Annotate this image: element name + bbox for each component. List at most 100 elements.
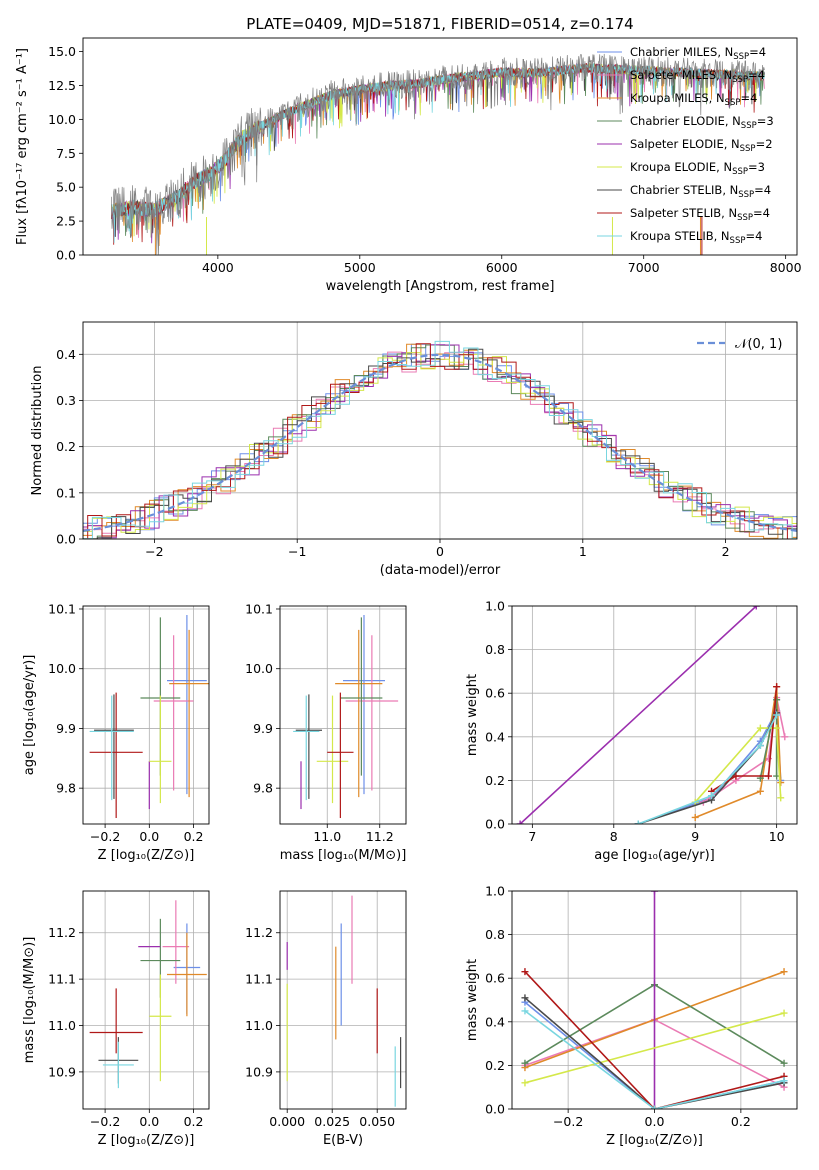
weight-marker <box>756 742 764 750</box>
x-tick-label: 5000 <box>344 260 376 275</box>
weight-series-6 <box>524 997 785 1109</box>
y-axis-label: Normed distribution <box>30 366 45 496</box>
weight-marker <box>765 772 772 780</box>
y-tick-label: 10.0 <box>245 661 273 676</box>
x-tick-label: −2 <box>145 544 163 559</box>
x-tick-label: −0.2 <box>90 829 120 844</box>
spectrum-axes: 4000 5000 6000 7000 8000 0.0 2.5 5.0 7.5 10.0 12.5… <box>15 44 802 294</box>
legend-entry-8: Kroupa STELIB, NSSP=4 <box>630 229 762 246</box>
residuals-axes: −2 −1 0 1 2 0.0 0.1 0.2 0.3 0.4 (data-model)/error… <box>30 322 797 578</box>
axes-frame <box>82 890 210 1110</box>
weight-marker <box>752 606 760 610</box>
legend-model-name: Salpeter ELODIE, N <box>630 137 740 151</box>
legend-nssp: =4 <box>753 206 770 220</box>
y-tick-label: 0.3 <box>56 393 76 408</box>
weight-marker <box>773 683 781 691</box>
mass-vs-z-points <box>89 900 207 1089</box>
legend-entry-5: Kroupa ELODIE, NSSP=3 <box>630 160 765 177</box>
y-tick-label: 9.8 <box>253 781 273 796</box>
axes-frame <box>511 890 798 1110</box>
legend-nssp: =4 <box>740 91 757 105</box>
y-tick-label: 7.5 <box>56 146 76 161</box>
y-tick-label: 10.9 <box>245 1064 273 1079</box>
mass-vs-z-axes: −0.2 0.0 0.2 10.9 11.0 11.1 11.2 Z [log₁₀(Z/Z⊙)… <box>22 891 209 1148</box>
y-tick-label: 10.0 <box>48 112 76 127</box>
y-tick-label: 10.9 <box>48 1064 76 1079</box>
legend-ssp-subscript: SSP <box>732 167 748 177</box>
y-tick-label: 0.0 <box>485 817 505 832</box>
legend-ssp-subscript: SSP <box>741 121 757 131</box>
legend-entry-6: Chabrier STELIB, NSSP=4 <box>630 183 771 200</box>
legend-nssp: =4 <box>745 229 762 243</box>
weight-series-8 <box>524 1010 785 1109</box>
age-vs-z-axes: −0.2 0.0 0.2 9.8 9.9 10.0 10.1 Z [log₁₀(Z/Z⊙)] a… <box>22 601 209 863</box>
x-axis-label: Z [log₁₀(Z/Z⊙)] <box>98 848 195 863</box>
legend-nssp: =4 <box>748 68 765 82</box>
weight-marker <box>516 820 524 824</box>
legend-entry-1: Salpeter MILES, NSSP=4 <box>630 68 765 85</box>
x-tick-label: 0.025 <box>314 1114 350 1129</box>
x-tick-label: 8 <box>610 829 618 844</box>
weight-marker <box>708 792 715 800</box>
legend-ssp-subscript: SSP <box>733 52 749 62</box>
x-axis-label: Z [log₁₀(Z/Z⊙)] <box>98 1133 195 1148</box>
x-tick-label: 11.0 <box>313 829 341 844</box>
weight-marker <box>691 813 699 821</box>
weight-vs-age-axes: 7 8 9 10 0.0 0.2 0.4 0.6 0.8 1.0 age [log₁₀(age/yr… <box>465 599 797 863</box>
y-tick-label: 11.0 <box>245 1018 273 1033</box>
legend-ssp-subscript: SSP <box>732 75 748 85</box>
y-tick-label: 10.0 <box>48 661 76 676</box>
y-tick-label: 12.5 <box>48 78 76 93</box>
legend-ssp-subscript: SSP <box>738 190 754 200</box>
y-tick-label: 10.1 <box>48 601 76 616</box>
age-vs-mass-points <box>293 614 399 819</box>
y-tick-label: 9.9 <box>56 721 76 736</box>
axes-frame <box>82 37 798 256</box>
legend-entry-2: Kroupa MILES, NSSP=4 <box>630 91 757 108</box>
weight-marker <box>777 794 785 802</box>
mass-vs-ebv-points <box>286 895 402 1107</box>
gaussian-curve <box>83 353 797 532</box>
weight-marker <box>773 696 781 704</box>
weight-vs-age-lines <box>516 606 789 824</box>
panels: 4000 5000 6000 7000 80000.02.55.07.510.012.5… <box>15 37 802 1148</box>
legend-nssp: =3 <box>757 114 774 128</box>
x-tick-label: 0.2 <box>184 829 204 844</box>
histogram-6 <box>83 348 797 539</box>
weight-series-8 <box>637 714 778 824</box>
legend-entry-3: Chabrier ELODIE, NSSP=3 <box>630 114 774 131</box>
legend-model-name: Kroupa ELODIE, N <box>630 160 732 174</box>
y-tick-label: 0.2 <box>56 439 76 454</box>
y-tick-label: 0.8 <box>485 642 505 657</box>
x-tick-label: 7 <box>528 829 536 844</box>
weight-vs-z-lines <box>521 891 788 1109</box>
y-tick-label: 0.4 <box>56 347 76 362</box>
x-tick-label: 8000 <box>770 260 802 275</box>
x-tick-label: 7000 <box>628 260 660 275</box>
histogram-7 <box>83 343 797 539</box>
weight-marker <box>521 994 529 1002</box>
y-axis-label: Flux [fλ10⁻¹⁷ erg cm⁻² s⁻¹ A⁻¹] <box>15 48 30 245</box>
y-tick-label: 0.6 <box>485 971 505 986</box>
x-axis-label: mass [log₁₀(M/M⊙)] <box>280 848 407 863</box>
y-tick-label: 11.2 <box>48 925 76 940</box>
weight-marker <box>651 1105 658 1109</box>
legend-ssp-subscript: SSP <box>740 144 756 154</box>
y-tick-label: 0.0 <box>56 532 76 547</box>
histogram-5 <box>83 352 797 533</box>
x-tick-label: 1 <box>579 544 587 559</box>
y-tick-label: 11.0 <box>48 1018 76 1033</box>
x-tick-label: 11.2 <box>366 829 394 844</box>
legend-ssp-subscript: SSP <box>737 213 753 223</box>
weight-marker <box>780 1059 788 1067</box>
x-tick-label: 0 <box>436 544 444 559</box>
x-tick-label: −1 <box>288 544 306 559</box>
y-tick-label: 11.1 <box>245 972 273 987</box>
legend-model-name: Chabrier ELODIE, N <box>630 114 741 128</box>
x-tick-label: 0.000 <box>269 1114 305 1129</box>
y-tick-label: 1.0 <box>485 884 505 899</box>
legend-entry-7: Salpeter STELIB, NSSP=4 <box>630 206 770 223</box>
legend-ssp-subscript: SSP <box>725 98 741 108</box>
y-tick-label: 10.1 <box>245 601 273 616</box>
